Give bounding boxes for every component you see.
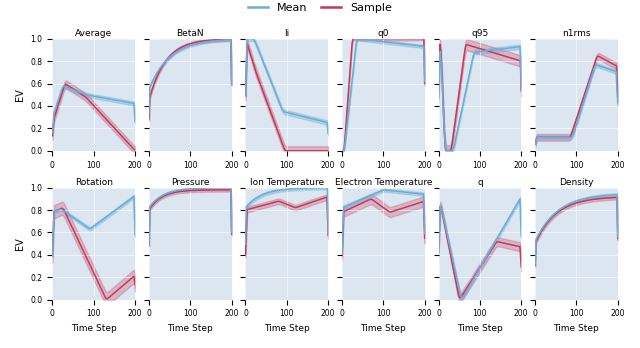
Title: q: q (477, 178, 483, 187)
X-axis label: Time Step: Time Step (457, 324, 503, 333)
X-axis label: Time Step: Time Step (168, 324, 213, 333)
Title: Pressure: Pressure (171, 178, 209, 187)
X-axis label: Time Step: Time Step (360, 324, 406, 333)
Title: BetaN: BetaN (177, 29, 204, 38)
Y-axis label: EV: EV (15, 237, 25, 250)
Y-axis label: EV: EV (15, 88, 25, 101)
X-axis label: Time Step: Time Step (264, 324, 310, 333)
Title: n1rms: n1rms (562, 29, 591, 38)
Legend: Mean, Sample: Mean, Sample (244, 0, 396, 17)
Title: Density: Density (559, 178, 594, 187)
Title: Average: Average (75, 29, 113, 38)
Title: li: li (284, 29, 289, 38)
Title: Ion Temperature: Ion Temperature (250, 178, 324, 187)
Title: q0: q0 (378, 29, 389, 38)
Title: Electron Temperature: Electron Temperature (335, 178, 432, 187)
X-axis label: Time Step: Time Step (71, 324, 116, 333)
Title: Rotation: Rotation (75, 178, 113, 187)
X-axis label: Time Step: Time Step (554, 324, 599, 333)
Title: q95: q95 (471, 29, 488, 38)
